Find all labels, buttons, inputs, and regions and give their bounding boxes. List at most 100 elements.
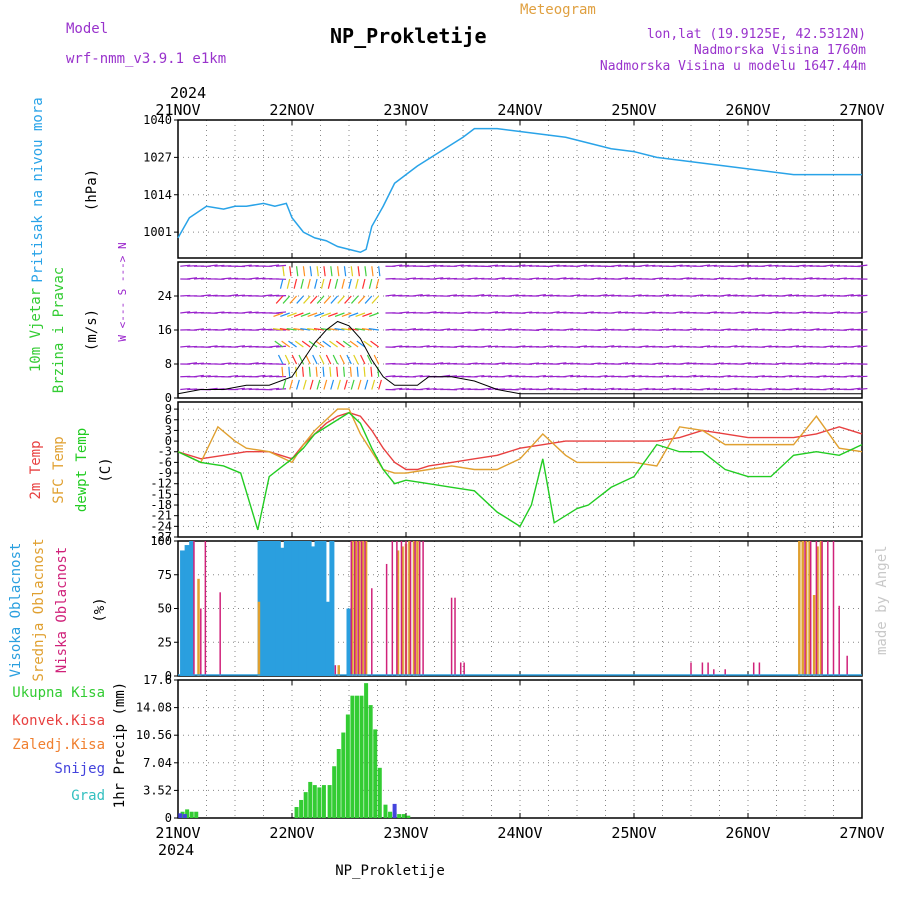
- wind-vane: [857, 311, 868, 314]
- low-cloud-bar: [414, 541, 416, 676]
- wind-vane: [419, 375, 430, 378]
- wind-vane: [385, 375, 396, 378]
- wind-vane: [761, 387, 772, 391]
- wind-vane: [659, 328, 670, 331]
- wind-vane: [795, 264, 806, 267]
- wind-vane: [323, 295, 332, 304]
- wind-vane: [293, 328, 304, 331]
- wind-vane: [693, 328, 704, 331]
- y-tick-label: -21: [150, 509, 172, 523]
- wind-vane: [508, 294, 519, 297]
- mid-cloud-bar: [819, 541, 823, 676]
- wind-vane: [433, 277, 444, 280]
- low-cloud-bar: [838, 605, 840, 676]
- high-cloud-bar: [298, 541, 304, 676]
- wind-vane: [318, 354, 325, 365]
- total-precip-bar: [303, 792, 308, 818]
- wind-vane: [281, 366, 284, 377]
- mid-cloud-bar: [801, 541, 804, 676]
- wind-vane: [843, 374, 854, 378]
- wind-vane: [617, 277, 629, 280]
- high-cloud-bar: [287, 541, 293, 676]
- y-tick-label: 75: [158, 568, 172, 582]
- wind-vane: [302, 379, 307, 390]
- wind-vane: [446, 328, 458, 331]
- wind-vane: [325, 354, 332, 365]
- wind-vane: [686, 328, 697, 331]
- wind-vane: [542, 375, 553, 378]
- wind-vane: [494, 277, 505, 280]
- wind-vane: [645, 311, 656, 314]
- x-tick-label-top: 24NOV: [497, 101, 542, 119]
- y-tick-label: 1027: [143, 150, 172, 164]
- y-tick-label: -9: [158, 466, 172, 480]
- wind-vane: [228, 294, 239, 297]
- wind-vane: [494, 362, 505, 365]
- high-cloud-bar: [310, 546, 316, 676]
- high-cloud-bar: [267, 541, 273, 676]
- wind-vane: [405, 277, 417, 280]
- wind-vane: [611, 345, 622, 348]
- wind-vane: [371, 266, 374, 277]
- low-cloud-bar: [204, 541, 207, 676]
- wind-vane: [348, 328, 359, 331]
- wind-vane: [761, 294, 772, 297]
- total-precip-bar: [350, 695, 355, 818]
- wind-vane: [375, 278, 380, 289]
- wind-vane: [782, 328, 793, 331]
- wind-vane: [300, 328, 311, 331]
- high-cloud-bar: [261, 541, 266, 676]
- wind-vane: [720, 374, 731, 378]
- wind-vane: [282, 266, 285, 277]
- wind-vane: [385, 294, 396, 297]
- wind-vane: [836, 362, 847, 365]
- wind-vane: [802, 311, 813, 314]
- total-precip-bar: [345, 714, 350, 818]
- mid-cloud-bar: [408, 541, 411, 676]
- wind-vane: [342, 366, 346, 377]
- mid-cloud-bar: [804, 541, 808, 676]
- total-precip-bar: [368, 705, 373, 818]
- wind-vane: [371, 379, 376, 390]
- wind-vane: [282, 295, 291, 304]
- wind-vane: [378, 379, 382, 390]
- wind-vane: [300, 312, 311, 317]
- wind-vane: [315, 366, 318, 377]
- mid-cloud-bar: [416, 541, 419, 676]
- panels-group: 1001 1014 1027 1040 0 8 16 24 -27-24-21-18-15-12…: [136, 101, 885, 842]
- wind-vane: [563, 277, 574, 280]
- wind-vane: [274, 340, 284, 348]
- wind-vane: [295, 366, 298, 377]
- wind-vane: [700, 264, 711, 267]
- wind-vane: [679, 277, 690, 280]
- pressure-unit-label: (hPa): [84, 169, 100, 211]
- total-precip-bar: [321, 785, 326, 818]
- wind-vane: [467, 362, 478, 365]
- wind-vane: [284, 354, 291, 365]
- wind-vane: [241, 264, 252, 267]
- wind-vane: [611, 311, 622, 314]
- temp-unit-label: (C): [98, 457, 114, 482]
- wind-vane: [362, 312, 373, 317]
- wind-vane: [301, 366, 304, 377]
- wind-vane: [761, 264, 772, 267]
- y-tick-label: 24: [158, 289, 172, 303]
- wind-vane: [631, 328, 642, 331]
- wind-vane: [356, 366, 359, 377]
- wind-vane: [652, 362, 663, 365]
- low-cloud-bar: [846, 655, 848, 676]
- wind-vane: [549, 387, 560, 391]
- wind-vane: [843, 328, 854, 331]
- y-axis-labels: Pritisak na nivou mora (hPa) 10m Vjetar Brz…: [8, 97, 129, 808]
- wind-vane: [373, 354, 380, 365]
- mid-cloud-bar: [798, 541, 801, 676]
- wind-vane: [823, 294, 834, 297]
- wind-vane: [308, 340, 318, 348]
- total-precip-bar: [308, 781, 313, 818]
- wind-vane: [706, 264, 717, 267]
- wind-vane: [180, 387, 191, 391]
- wind-vane: [501, 277, 512, 280]
- bottom-year-label: 2024: [158, 841, 194, 859]
- wind-vane: [262, 294, 273, 297]
